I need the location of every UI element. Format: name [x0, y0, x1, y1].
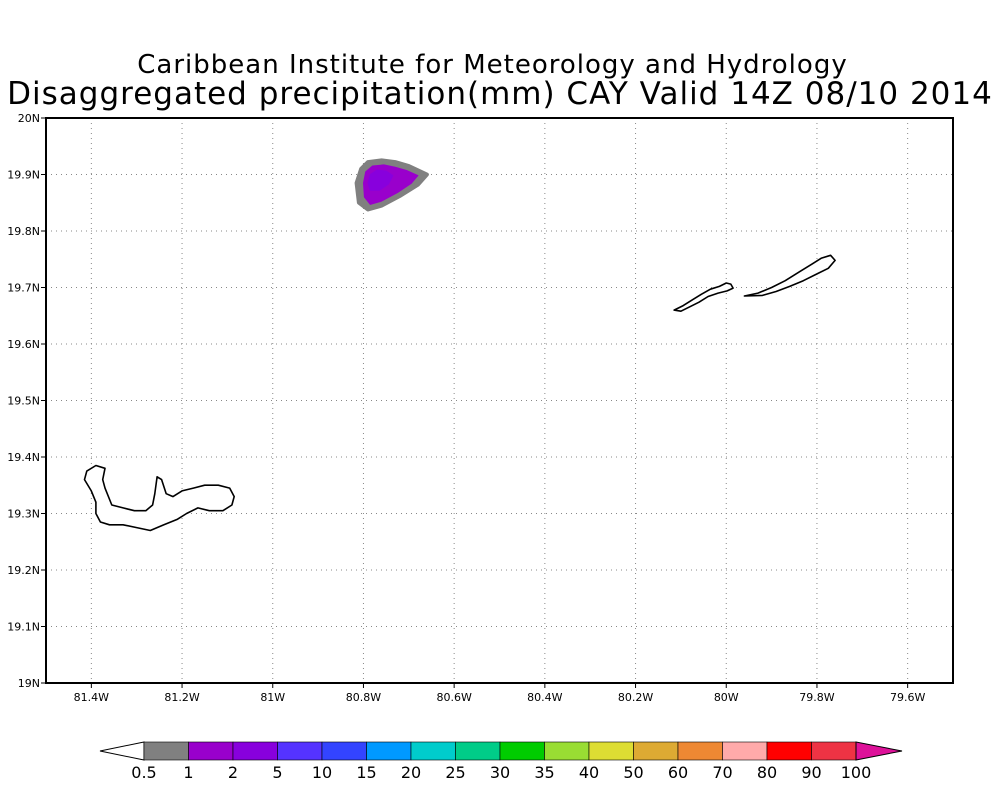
- map-grid: [46, 117, 953, 684]
- colorbar-swatch: [143, 741, 189, 761]
- lon-tick-label: 79.6W: [890, 691, 925, 704]
- colorbar-swatch: [811, 741, 857, 761]
- lon-tick-label: 81.2W: [164, 691, 199, 704]
- colorbar-swatch: [321, 741, 367, 761]
- colorbar-swatch: [677, 741, 723, 761]
- lon-tick-label: 81.4W: [74, 691, 109, 704]
- colorbar-label: 30: [490, 763, 510, 782]
- colorbar-label: 5: [272, 763, 282, 782]
- colorbar-label: 1: [183, 763, 193, 782]
- colorbar-swatch: [499, 741, 545, 761]
- colorbar-swatch: [188, 741, 234, 761]
- colorbar-label: 70: [712, 763, 732, 782]
- colorbar-swatch: [633, 741, 679, 761]
- colorbar-label: 50: [623, 763, 643, 782]
- lat-tick-label: 19.3N: [7, 508, 40, 521]
- colorbar-swatch: [277, 741, 323, 761]
- colorbar-label: 15: [356, 763, 376, 782]
- lat-tick-label: 19N: [18, 677, 40, 690]
- cayman-islands: [83, 254, 836, 532]
- lat-tick-label: 19.4N: [7, 451, 40, 464]
- chart-title-institute: Caribbean Institute for Meteorology and …: [137, 50, 848, 80]
- lat-tick-label: 19.9N: [7, 169, 40, 182]
- lat-tick-label: 19.7N: [7, 282, 40, 295]
- colorbar-label: 0.5: [131, 763, 156, 782]
- colorbar-swatch: [410, 741, 456, 761]
- lon-tick-label: 80W: [714, 691, 739, 704]
- lat-tick-label: 19.1N: [7, 621, 40, 634]
- lon-tick-label: 80.8W: [346, 691, 381, 704]
- lon-tick-label: 79.8W: [799, 691, 834, 704]
- island-little-cayman: [673, 282, 734, 313]
- lat-tick-label: 19.6N: [7, 338, 40, 351]
- colorbar-label: 90: [801, 763, 821, 782]
- colorbar-over-arrow: [855, 741, 903, 761]
- colorbar-swatch: [455, 741, 501, 761]
- colorbar-label: 35: [534, 763, 554, 782]
- chart-title-product: Disaggregated precipitation(mm) CAY Vali…: [7, 76, 993, 112]
- colorbar-label: 25: [445, 763, 465, 782]
- island-cayman-brac: [743, 254, 836, 297]
- lon-tick-label: 80.4W: [527, 691, 562, 704]
- lon-tick-label: 80.6W: [436, 691, 471, 704]
- lat-tick-label: 19.2N: [7, 564, 40, 577]
- colorbar-label: 100: [841, 763, 872, 782]
- colorbar-label: 2: [228, 763, 238, 782]
- colorbar-swatch: [366, 741, 412, 761]
- colorbar-label: 40: [579, 763, 599, 782]
- colorbar-label: 20: [401, 763, 421, 782]
- colorbar-label: 80: [757, 763, 777, 782]
- latitude-axis: 20N 19.9N 19.8N 19.7N 19.6N 19.5N 19.4N 19.3N 19…: [7, 112, 46, 690]
- colorbar-swatch: [232, 741, 278, 761]
- lon-tick-label: 80.2W: [618, 691, 653, 704]
- colorbar-under-arrow: [99, 741, 145, 761]
- lat-tick-label: 19.8N: [7, 225, 40, 238]
- colorbar-swatch: [588, 741, 634, 761]
- precipitation-field: [354, 158, 429, 212]
- lat-tick-label: 19.5N: [7, 395, 40, 408]
- lon-tick-label: 81W: [260, 691, 285, 704]
- colorbar-label: 10: [312, 763, 332, 782]
- colorbar-legend: 0.5 1 2 5 10 15 20 25 30 35 40 50 60 70 80 90 100: [99, 741, 903, 782]
- colorbar-label: 60: [668, 763, 688, 782]
- island-grand-cayman: [83, 464, 235, 532]
- precip-contour-2: [367, 169, 394, 191]
- colorbar-swatch: [766, 741, 812, 761]
- colorbar-swatch: [544, 741, 590, 761]
- longitude-axis: 81.4W 81.2W 81W 80.8W 80.6W 80.4W 80.2W 80W 79.8…: [74, 683, 925, 704]
- lat-tick-label: 20N: [18, 112, 40, 125]
- colorbar-swatch: [722, 741, 768, 761]
